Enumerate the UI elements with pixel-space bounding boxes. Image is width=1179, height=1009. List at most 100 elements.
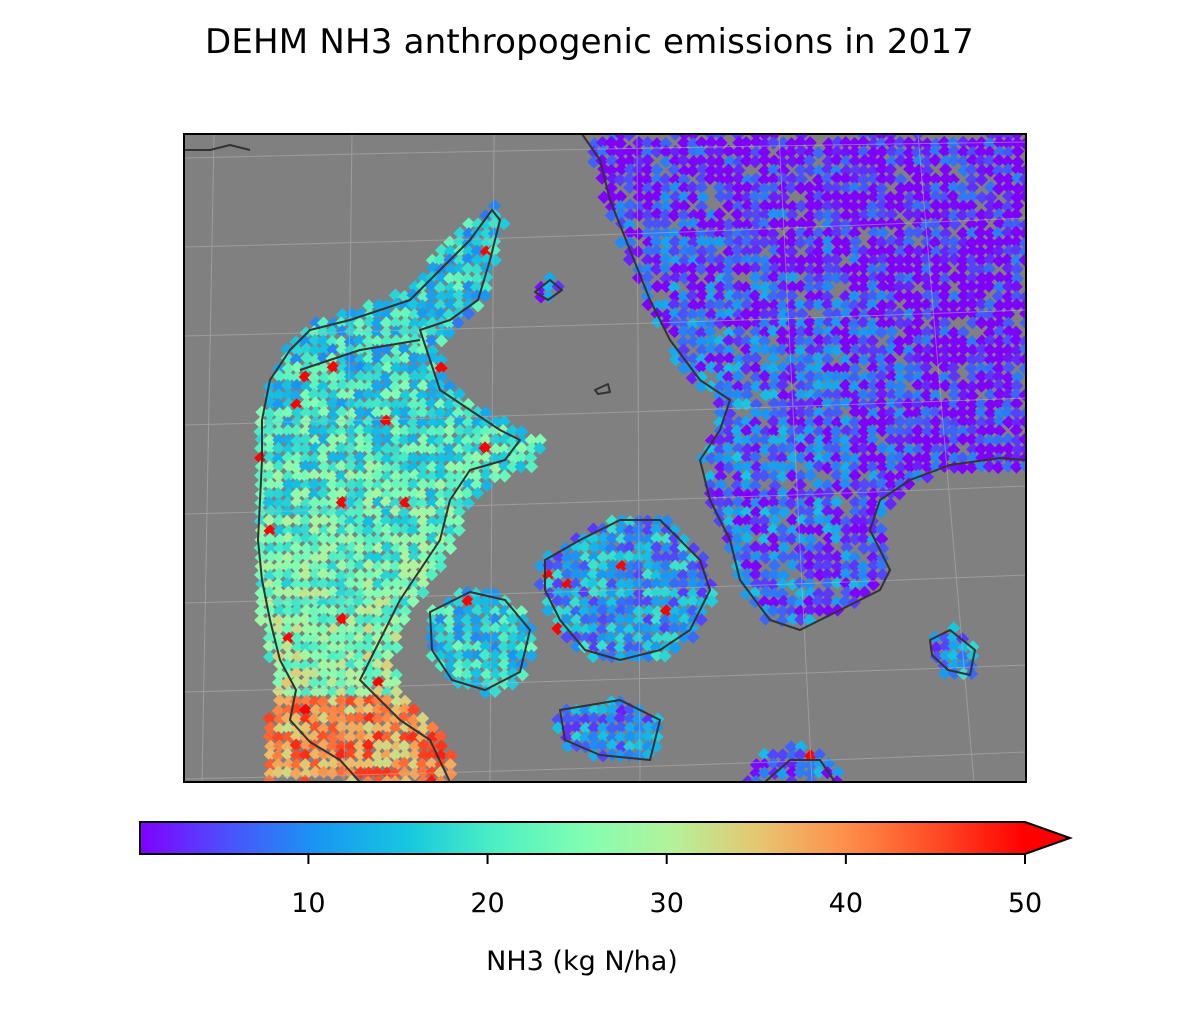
emission-cell: [982, 459, 996, 473]
emission-cell: [596, 613, 611, 627]
emission-cell: [370, 621, 385, 636]
emission-cell: [929, 198, 943, 212]
emission-cell: [363, 731, 377, 745]
emission-cell: [830, 145, 844, 159]
emission-cell: [298, 334, 312, 349]
emission-cell: [335, 623, 350, 637]
emission-cell: [615, 704, 629, 718]
emission-cell: [281, 551, 295, 565]
emission-cell: [487, 227, 501, 241]
emission-cell: [667, 226, 681, 240]
emission-cell: [380, 559, 394, 573]
emission-cell: [901, 389, 916, 403]
emission-cell: [956, 145, 971, 159]
emission-cell: [452, 605, 466, 619]
emission-cell: [766, 748, 780, 762]
emission-cell: [659, 261, 673, 275]
emission-cell: [947, 209, 961, 223]
emission-cell: [669, 270, 683, 285]
emission-cell: [622, 748, 637, 762]
emission-cell: [848, 550, 862, 565]
emission-cell: [983, 343, 997, 357]
emission-cell: [732, 155, 746, 169]
emission-cell: [938, 343, 952, 357]
emission-cell: [903, 190, 917, 205]
emission-cell: [352, 333, 366, 347]
emission-cell: [676, 218, 691, 232]
emission-cell: [388, 559, 403, 574]
emission-cell: [271, 595, 285, 609]
emission-cell: [704, 252, 718, 266]
emission-cell: [757, 235, 772, 249]
coast-anholt: [594, 383, 611, 395]
emission-cell: [982, 378, 996, 392]
emission-cell: [390, 406, 404, 420]
emission-cell: [839, 243, 854, 258]
emission-cell: [830, 568, 844, 582]
emission-cell: [973, 288, 987, 302]
emission-cell: [415, 352, 430, 366]
emission-cell: [667, 208, 681, 222]
emission-cell: [497, 650, 512, 664]
emission-cell: [974, 244, 988, 259]
emission-cell: [397, 506, 411, 520]
emission-cell: [335, 542, 349, 556]
emission-cell: [946, 189, 960, 203]
emission-cell: [606, 558, 620, 573]
emission-cell: [740, 523, 754, 537]
emission-cell: [641, 729, 655, 744]
emission-cell: [821, 433, 835, 448]
emission-cell: [415, 531, 429, 545]
emission-cell: [839, 560, 854, 574]
emission-cell: [325, 433, 339, 447]
emission-cell: [570, 730, 584, 744]
emission-cell: [462, 298, 476, 312]
emission-cell: [848, 154, 862, 168]
emission-cell: [398, 702, 412, 716]
emission-cell: [640, 289, 654, 304]
emission-cell: [840, 541, 854, 555]
emission-cell: [334, 586, 349, 600]
emission-cell: [370, 721, 384, 736]
emission-cell: [370, 666, 385, 680]
emission-cell: [408, 317, 422, 331]
emission-cell: [794, 441, 808, 455]
emission-cell: [858, 290, 872, 304]
colorbar-ticks: 10 20 30 40 50: [291, 854, 1042, 919]
emission-cell: [345, 407, 359, 421]
emission-cell: [299, 640, 313, 654]
emission-cell: [352, 649, 366, 664]
emission-cell: [281, 424, 295, 438]
emission-cell: [271, 414, 286, 428]
emission-cell: [318, 586, 332, 601]
emission-cell: [901, 253, 915, 267]
emission-cell: [875, 416, 889, 430]
emission-cell: [569, 605, 583, 619]
emission-cell: [254, 613, 268, 627]
emission-cell: [848, 495, 862, 509]
emission-cell: [912, 163, 926, 178]
emission-cell: [812, 396, 826, 410]
emission-cell: [839, 460, 853, 475]
emission-cell: [380, 379, 394, 393]
emission-cell: [334, 677, 348, 691]
emission-cell: [416, 442, 430, 456]
emission-cell: [271, 704, 285, 718]
emission-cell: [344, 650, 359, 664]
emission-cell: [775, 378, 789, 392]
emission-cell: [929, 442, 943, 457]
emission-cell: [632, 190, 646, 204]
emission-cell: [452, 261, 467, 276]
emission-cell: [254, 441, 268, 455]
emission-cell: [991, 244, 1006, 258]
emission-cell: [793, 262, 808, 276]
emission-cell: [561, 722, 575, 736]
emission-cell: [372, 730, 386, 744]
emission-cell: [389, 685, 403, 699]
emission-cell: [641, 577, 655, 592]
emission-cell: [587, 748, 601, 763]
emission-cell: [911, 378, 925, 392]
emission-cell: [921, 288, 935, 303]
emission-cell: [821, 352, 835, 366]
emission-cell: [280, 514, 294, 528]
